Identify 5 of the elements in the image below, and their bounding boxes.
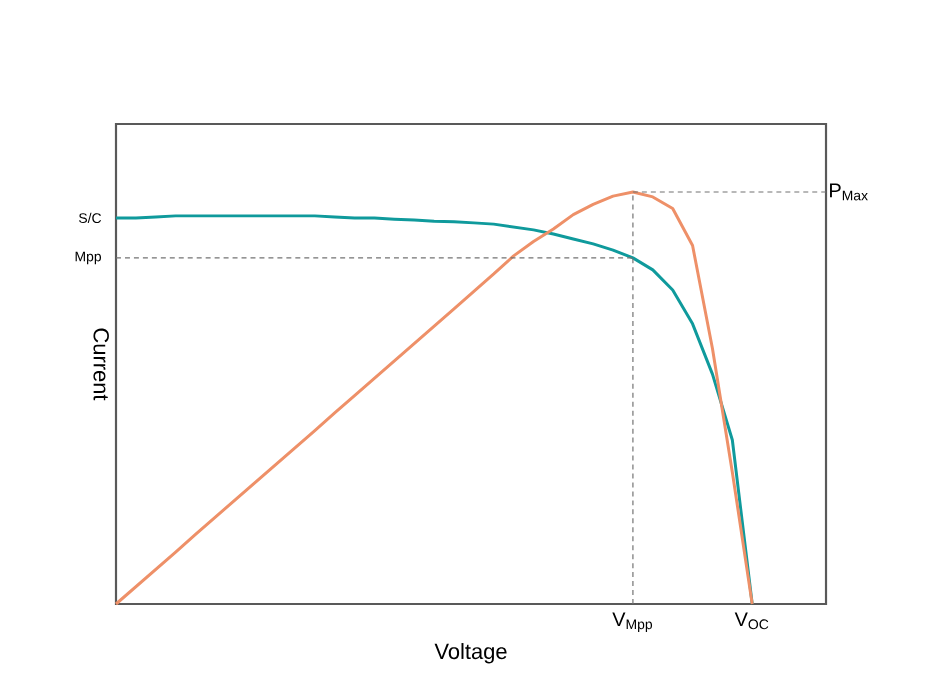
- ref-line-label: P$_{Max}$: [830, 183, 868, 201]
- x-axis-title: Voltage: [434, 643, 507, 664]
- y-axis-title: Current: [93, 328, 109, 401]
- text: V$_{OC}$: [734, 612, 769, 630]
- text: V$_{Mpp}$: [612, 612, 653, 632]
